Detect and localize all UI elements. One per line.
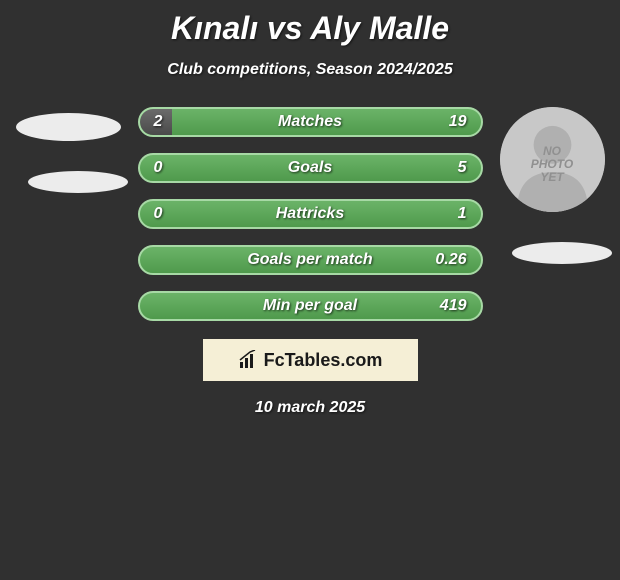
stat-bar: Goals per match0.26: [138, 245, 483, 275]
stat-bars: 2Matches19 0Goals5 0Hattricks1 Goals per ma…: [138, 107, 483, 321]
stat-right-value: 5: [458, 159, 467, 177]
page-subtitle: Club competitions, Season 2024/2025: [0, 61, 620, 79]
footer-brand-text: FcTables.com: [264, 350, 383, 371]
stat-label: Goals: [140, 159, 481, 177]
chart-icon: [238, 350, 258, 370]
footer-brand[interactable]: FcTables.com: [203, 339, 418, 381]
stat-label: Matches: [140, 113, 481, 131]
page-title: Kınalı vs Aly Malle: [0, 0, 620, 47]
left-player-avatar-ellipse: [16, 113, 121, 141]
stat-label: Goals per match: [140, 251, 481, 269]
comparison-content: NO PHOTO YET 2Matches19 0Goals5 0Hattricks…: [0, 107, 620, 321]
stat-bar: 2Matches19: [138, 107, 483, 137]
no-photo-text: NO PHOTO YET: [500, 145, 605, 184]
right-player-column: NO PHOTO YET: [492, 107, 612, 264]
stat-right-value: 1: [458, 205, 467, 223]
stat-bar: 0Hattricks1: [138, 199, 483, 229]
stat-bar: 0Goals5: [138, 153, 483, 183]
stat-label: Min per goal: [140, 297, 481, 315]
update-date: 10 march 2025: [0, 399, 620, 417]
right-player-club-ellipse: [512, 242, 612, 264]
left-player-club-ellipse: [28, 171, 128, 193]
stat-bar: Min per goal419: [138, 291, 483, 321]
stat-right-value: 0.26: [435, 251, 466, 269]
left-player-column: [8, 107, 128, 193]
stat-label: Hattricks: [140, 205, 481, 223]
stat-right-value: 19: [449, 113, 467, 131]
no-photo-placeholder: NO PHOTO YET: [500, 107, 605, 212]
stat-right-value: 419: [440, 297, 467, 315]
right-player-avatar: NO PHOTO YET: [500, 107, 605, 212]
